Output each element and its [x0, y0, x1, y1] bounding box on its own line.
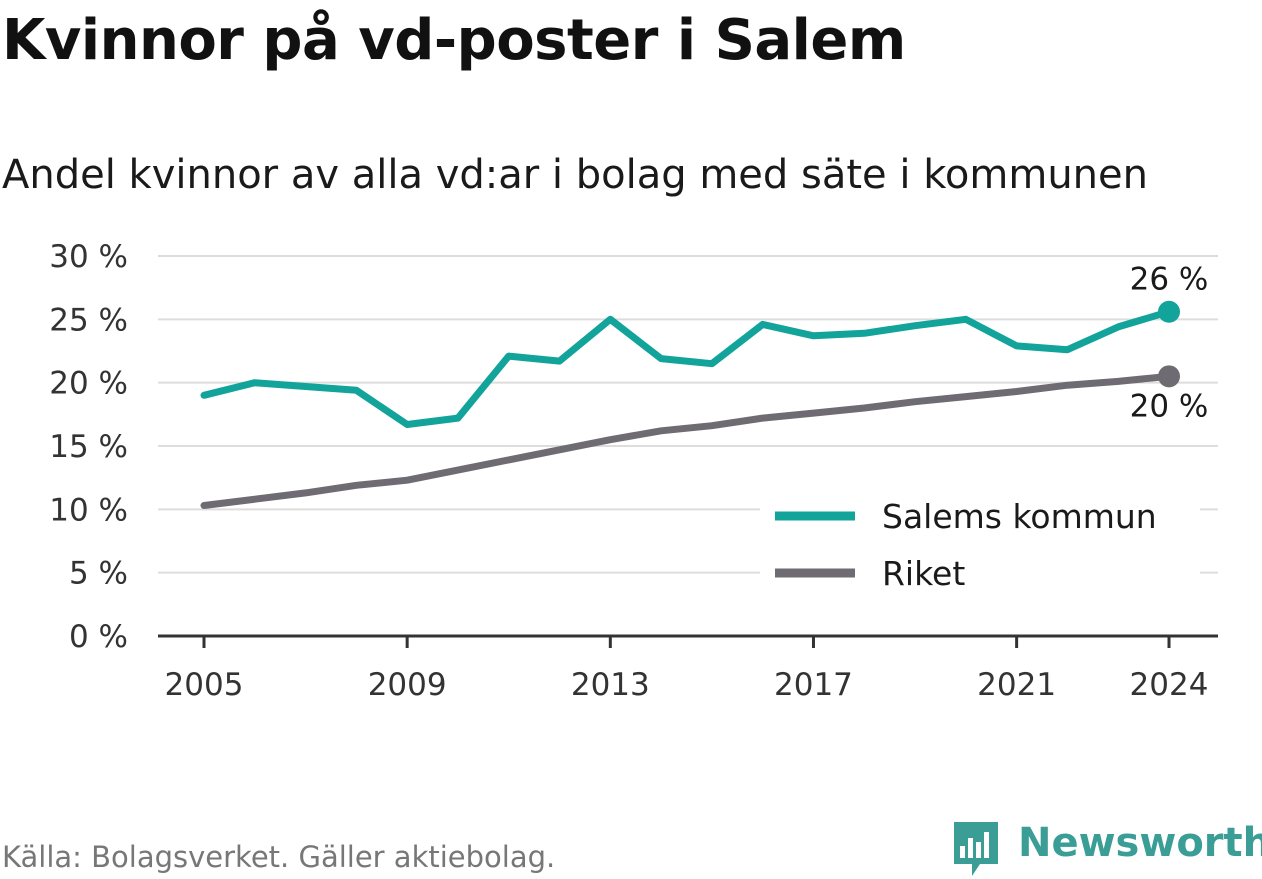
series-line: [200, 372, 1173, 509]
chart-subtitle: Andel kvinnor av alla vd:ar i bolag med …: [2, 152, 1148, 198]
x-tick-label: 2024: [1130, 667, 1209, 703]
legend-label: Salems kommun: [882, 497, 1157, 536]
x-axis: 2005 2009 2013 2017 2021 2024: [158, 634, 1218, 703]
brand-logo: Newsworthy: [950, 818, 1262, 878]
y-tick-label: 30 %: [49, 239, 128, 275]
y-tick-label: 15 %: [49, 429, 128, 465]
y-tick-label: 5 %: [69, 556, 128, 592]
x-tick-label: 2005: [165, 667, 244, 703]
newsworthy-logo-icon: [954, 822, 998, 876]
y-axis-tick-labels: 0 % 5 % 10 % 15 % 20 % 25 % 30 %: [49, 239, 128, 655]
y-tick-label: 25 %: [49, 302, 128, 338]
series-end-label: 26 %: [1130, 262, 1209, 298]
x-tick-label: 2021: [977, 667, 1056, 703]
brand-name: Newsworthy: [1018, 820, 1262, 866]
legend-label: Riket: [882, 554, 965, 593]
source-note: Källa: Bolagsverket. Gäller aktiebolag.: [2, 840, 556, 874]
end-labels: 26 % 20 %: [1130, 262, 1209, 425]
y-tick-label: 0 %: [69, 619, 128, 655]
series-line: [200, 308, 1173, 428]
y-tick-label: 10 %: [49, 492, 128, 528]
legend: Salems kommun Riket: [760, 488, 1200, 606]
gridlines: [158, 255, 1218, 574]
y-tick-label: 20 %: [49, 366, 128, 402]
legend-background: [760, 488, 1200, 606]
series-end-label: 20 %: [1130, 388, 1209, 424]
series-lines: [200, 300, 1180, 509]
x-tick-label: 2009: [368, 667, 447, 703]
x-tick-label: 2013: [571, 667, 650, 703]
chart-title: Kvinnor på vd-poster i Salem: [2, 8, 906, 73]
series-end-point: [1158, 300, 1180, 323]
series-end-point: [1158, 365, 1180, 388]
x-tick-label: 2017: [774, 667, 853, 703]
